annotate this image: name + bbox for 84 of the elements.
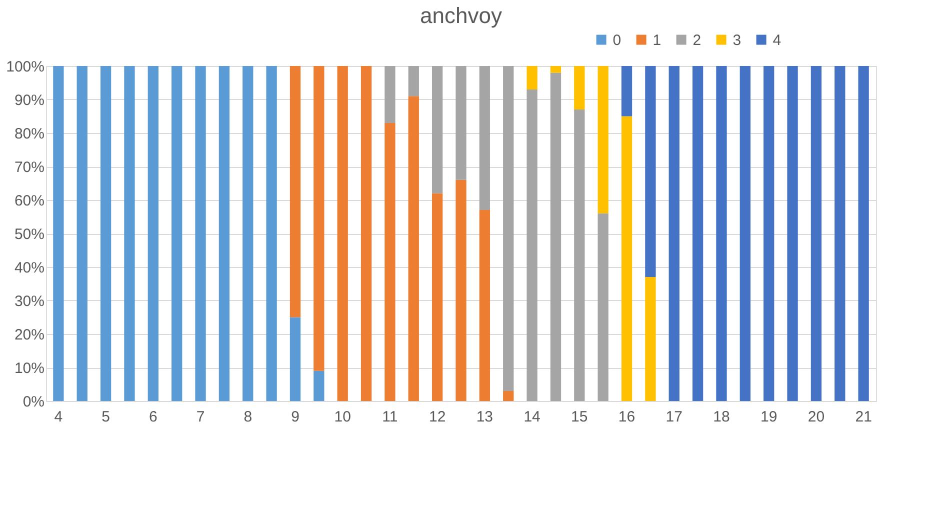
bar: [242, 66, 254, 401]
bar: [456, 180, 466, 401]
y-tick-label: 60%: [14, 192, 44, 210]
bar: [432, 66, 443, 194]
y-tick-label: 30%: [14, 293, 44, 310]
bar: [432, 193, 443, 401]
x-tick-label: 14: [524, 408, 540, 426]
legend-label: 3: [732, 32, 742, 49]
bar: [740, 66, 750, 401]
x-tick-label: 10: [334, 408, 351, 426]
legend-label: 1: [652, 32, 662, 49]
x-tick-label: 12: [428, 408, 446, 426]
bar: [290, 317, 301, 401]
x-tick-label: 19: [760, 408, 778, 426]
y-tick-label: 70%: [14, 159, 44, 176]
bar: [266, 66, 277, 401]
x-tick-label: 13: [476, 408, 494, 426]
x-tick-label: 15: [571, 408, 588, 426]
x-tick-label: 16: [618, 408, 636, 426]
bar: [408, 66, 419, 96]
bar: [645, 277, 656, 401]
y-tick-label: 100%: [6, 58, 44, 76]
bar: [598, 213, 608, 401]
bar: [645, 66, 656, 278]
bar: [668, 66, 680, 401]
x-tick-label: 4: [54, 408, 63, 426]
bar: [574, 110, 585, 401]
x-tick-label: 18: [713, 408, 730, 426]
bar: [479, 66, 490, 210]
y-tick-label: 50%: [14, 226, 44, 243]
y-tick-label: 10%: [14, 360, 44, 377]
bar: [384, 122, 396, 401]
bar: [598, 66, 608, 214]
x-tick-label: 17: [666, 408, 682, 426]
bar: [764, 66, 774, 401]
x-tick-label: 11: [382, 408, 398, 426]
bar: [550, 72, 562, 401]
bar: [148, 66, 158, 401]
bar: [550, 66, 562, 73]
bar: [526, 66, 538, 90]
legend-label: 2: [692, 32, 702, 49]
x-tick-label: 5: [102, 408, 110, 426]
chart-title: anchvoy: [420, 3, 502, 28]
x-tick-label: 8: [244, 408, 252, 426]
bar: [408, 96, 419, 401]
bar: [810, 66, 822, 401]
bar: [503, 66, 514, 391]
bar: [503, 390, 514, 401]
bar: [621, 116, 632, 401]
bar: [479, 210, 490, 401]
bar: [218, 66, 230, 401]
bar: [360, 66, 372, 401]
bar: [716, 66, 727, 401]
bar: [526, 89, 538, 401]
legend-label: 4: [772, 32, 782, 49]
bar: [337, 66, 348, 401]
y-tick-label: 80%: [14, 126, 44, 142]
y-tick-label: 90%: [14, 92, 44, 109]
y-tick-label: 0%: [22, 394, 44, 410]
y-tick-label: 20%: [14, 326, 44, 344]
bar: [195, 66, 206, 401]
bar: [53, 66, 64, 401]
bar: [858, 66, 869, 401]
bar: [172, 66, 182, 401]
legend-label: 0: [612, 32, 622, 49]
bar: [290, 66, 301, 318]
x-tick-label: 20: [808, 408, 825, 426]
x-tick-label: 7: [196, 408, 205, 426]
bar: [621, 66, 632, 116]
bar: [456, 66, 466, 180]
x-tick-label: 6: [148, 408, 158, 426]
bar: [76, 66, 88, 401]
bar: [384, 66, 396, 123]
y-tick-label: 40%: [14, 260, 44, 276]
bar: [834, 66, 846, 401]
x-tick-label: 21: [855, 408, 872, 426]
x-tick-label: 9: [291, 408, 300, 426]
bar: [124, 66, 135, 401]
bar: [787, 66, 798, 401]
bar: [692, 66, 704, 401]
bar: [314, 66, 324, 371]
bar: [100, 66, 112, 401]
bar: [314, 370, 324, 401]
bar: [574, 66, 585, 110]
